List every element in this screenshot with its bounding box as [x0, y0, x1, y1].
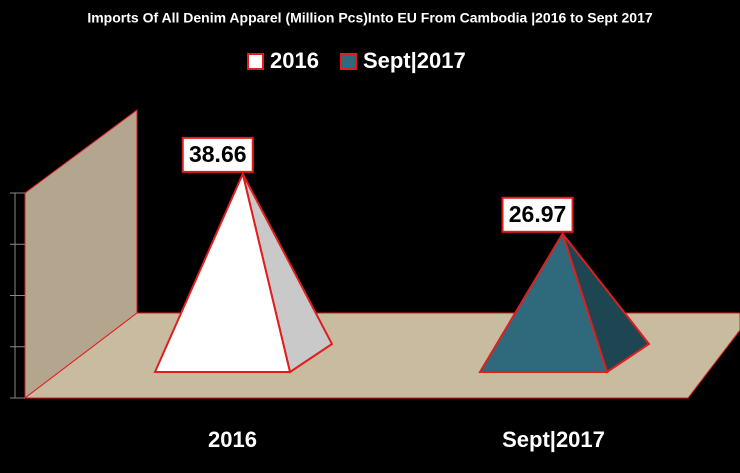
- legend-label: Sept|2017: [363, 48, 466, 73]
- legend-label: 2016: [270, 48, 319, 73]
- pyramid-front: [153, 170, 292, 373]
- legend-swatch: [339, 53, 357, 70]
- value-label: 26.97: [509, 201, 567, 227]
- x-tick-label: 2016: [208, 427, 257, 452]
- pyramid: [478, 231, 651, 374]
- x-tick-label: Sept|2017: [502, 427, 605, 452]
- value-label-box: [181, 136, 254, 173]
- pyramid: [153, 170, 334, 374]
- legend-swatch: [247, 53, 264, 70]
- value-label-box: [501, 196, 574, 233]
- value-label: 38.66: [189, 141, 247, 167]
- pyramid-front: [478, 231, 609, 373]
- chart-title: Imports Of All Denim Apparel (Million Pc…: [87, 10, 653, 26]
